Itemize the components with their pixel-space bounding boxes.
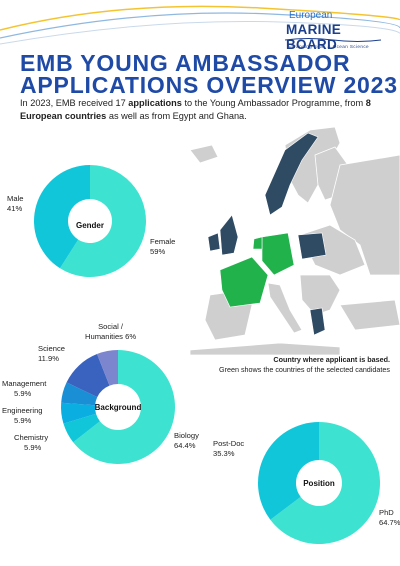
slice-post-doc — [258, 422, 319, 520]
gender-donut-chart — [34, 165, 146, 277]
map-ireland-navy — [207, 232, 221, 252]
slice-management — [61, 382, 98, 406]
background-label-management: Management 5.9% — [2, 379, 47, 398]
position-chart-title: Position — [303, 479, 335, 488]
map-russia-grey — [329, 154, 400, 276]
background-label-chemistry: Chemistry 5.9% — [14, 433, 49, 452]
map-note: Country where applicant is based. Green … — [219, 355, 390, 375]
map-poland-navy — [297, 232, 327, 260]
gender-label-male: Male 41% — [7, 194, 24, 213]
europe-map — [190, 126, 400, 355]
map-germany-green — [261, 232, 295, 276]
background-label-social: Social / Humanities 6% — [85, 322, 137, 341]
map-iceland-grey — [190, 144, 219, 164]
page-title-line1: EMB YOUNG AMBASSADOR — [20, 50, 351, 76]
position-label-postdoc: Post-Doc 35.3% — [213, 439, 245, 458]
map-greece-navy — [309, 307, 326, 336]
map-norway-navy — [264, 132, 319, 216]
background-chart-title: Background — [94, 403, 142, 412]
logo-wave-icon — [284, 38, 382, 42]
map-italy-grey — [267, 282, 303, 334]
header-wave-decoration — [0, 5, 400, 45]
logo-european: European — [289, 10, 333, 21]
map-africa-grey — [190, 342, 341, 355]
slice-science — [66, 354, 110, 398]
slice-social-humanities — [97, 350, 118, 386]
position-donut-chart — [258, 422, 380, 544]
map-note-title: Country where applicant is based. — [273, 355, 390, 364]
gender-label-female: Female 59% — [150, 237, 176, 256]
slice-engineering — [61, 402, 96, 424]
map-netherlands-green — [252, 236, 263, 250]
map-uk-navy — [219, 214, 239, 256]
gender-chart-title: Gender — [75, 221, 104, 230]
background-label-biology: Biology 64.4% — [174, 431, 199, 450]
slice-male — [34, 165, 90, 269]
slice-female — [59, 165, 146, 277]
position-label-phd: PhD 64.7% — [379, 508, 400, 527]
map-note-subtitle: Green shows the countries of the selecte… — [218, 365, 390, 374]
map-turkey-grey — [339, 299, 400, 331]
page-title-line2: APPLICATIONS OVERVIEW 2023 — [20, 72, 398, 98]
slice-chemistry — [63, 413, 100, 443]
map-france-green — [219, 256, 269, 308]
slice-biology — [73, 350, 175, 464]
map-balkans-grey — [299, 274, 341, 316]
intro-text: In 2023, EMB received 17 applications to… — [20, 98, 371, 121]
slice-phd — [270, 422, 380, 544]
background-label-engineering: Engineering 5.9% — [2, 406, 43, 425]
background-label-science: Science 11.9% — [38, 344, 66, 363]
logo-tagline: Advancing Seas & Ocean Science — [287, 44, 369, 49]
background-donut-chart — [61, 350, 175, 464]
logo-marine-board: MARINE BOARD — [286, 22, 342, 52]
